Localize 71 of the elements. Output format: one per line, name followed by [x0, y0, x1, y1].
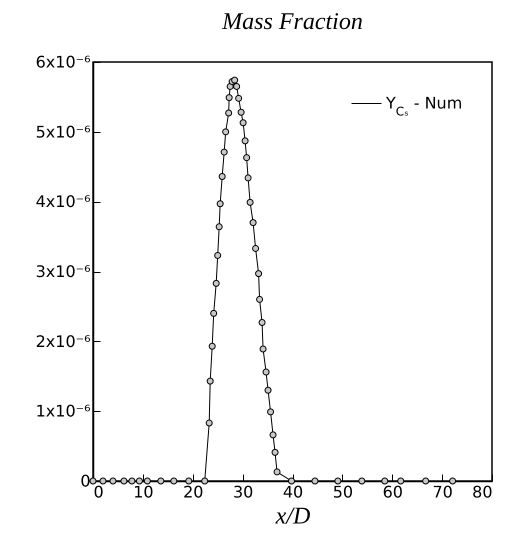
- point: [250, 219, 257, 226]
- point: [233, 82, 240, 90]
- point: [256, 296, 264, 303]
- x-tick-label: 50: [332, 482, 354, 502]
- point: [262, 368, 270, 376]
- x-tick-label: 30: [232, 482, 254, 502]
- x-axis-title: x/D: [274, 504, 310, 530]
- point: [206, 378, 214, 385]
- point: [311, 478, 318, 484]
- point: [128, 478, 136, 484]
- point: [220, 148, 228, 156]
- point: [136, 478, 143, 484]
- point: [218, 173, 226, 180]
- x-tick-label: 20: [183, 482, 204, 502]
- y-tick-label: 5x10⁻⁶: [36, 122, 90, 142]
- point: [214, 252, 222, 259]
- y-tick-label: 4x10⁻⁶: [36, 192, 90, 212]
- point: [243, 154, 250, 162]
- x-tick-label: 60: [382, 482, 403, 502]
- x-tick-label: 10: [133, 482, 154, 502]
- point: [381, 478, 388, 484]
- point: [334, 478, 342, 484]
- point: [120, 478, 128, 484]
- point: [397, 478, 404, 484]
- point: [449, 478, 456, 484]
- point: [222, 128, 230, 136]
- y-tick-label: 1x10⁻⁶: [36, 402, 90, 421]
- x-tick-label: 70: [432, 482, 453, 502]
- point: [260, 346, 267, 353]
- point: [225, 109, 232, 116]
- point: [244, 174, 252, 182]
- point: [238, 108, 245, 116]
- point: [258, 318, 266, 326]
- x-tick-label: 0: [94, 482, 104, 502]
- point: [212, 280, 220, 287]
- point: [216, 223, 223, 230]
- point: [90, 478, 96, 484]
- point: [210, 310, 218, 317]
- chart-title: Mass Fraction: [221, 9, 363, 35]
- point: [252, 244, 260, 252]
- y-tick-label: 6x10⁻⁶: [36, 52, 90, 72]
- point: [206, 420, 213, 427]
- point: [272, 448, 279, 456]
- x-tick-label: 40: [282, 482, 304, 502]
- point: [240, 119, 247, 126]
- point: [231, 76, 238, 84]
- point: [267, 408, 274, 416]
- point: [264, 386, 272, 394]
- y-tick-label: 3x10⁻⁶: [36, 262, 90, 281]
- y-tick-label: 2x10⁻⁶: [36, 332, 90, 351]
- point: [242, 137, 249, 144]
- point: [358, 478, 366, 484]
- point: [185, 478, 192, 484]
- point: [255, 270, 262, 278]
- point: [208, 342, 216, 350]
- point: [226, 94, 233, 102]
- point: [157, 478, 164, 484]
- point: [201, 478, 208, 484]
- x-tick-label: 80: [472, 482, 492, 502]
- point: [246, 198, 254, 206]
- point: [144, 478, 151, 484]
- point: [422, 478, 430, 484]
- point: [99, 478, 106, 484]
- point: [274, 468, 281, 476]
- point: [288, 478, 296, 484]
- point: [170, 478, 178, 484]
- point: [109, 478, 116, 484]
- point: [216, 200, 224, 208]
- point: [235, 94, 242, 102]
- legend-label: Y$_{Cₛ}$ - Num: [385, 94, 462, 118]
- point: [270, 431, 277, 438]
